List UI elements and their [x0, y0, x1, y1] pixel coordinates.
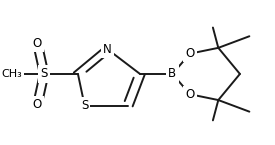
Text: CH₃: CH₃ [1, 69, 22, 79]
Text: N: N [103, 43, 112, 56]
Text: O: O [185, 47, 195, 60]
Text: S: S [81, 99, 88, 112]
Text: B: B [168, 67, 177, 80]
Text: S: S [40, 67, 48, 80]
Text: O: O [33, 98, 42, 111]
Text: O: O [185, 88, 195, 101]
Text: O: O [33, 37, 42, 50]
